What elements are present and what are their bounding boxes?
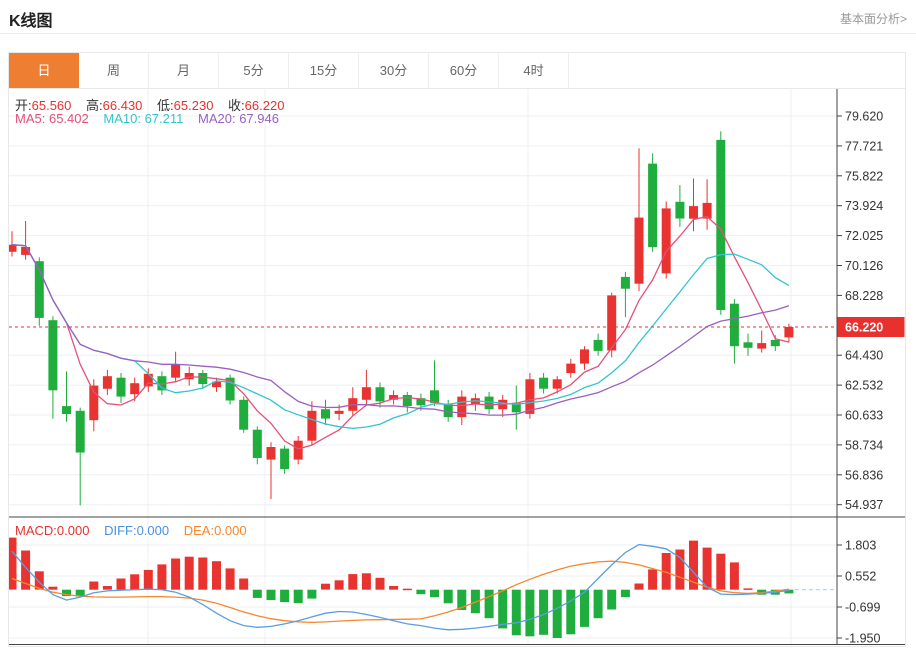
tab-15min[interactable]: 15分	[289, 53, 359, 88]
period-tabs: 日 周 月 5分 15分 30分 60分 4时	[9, 53, 905, 89]
svg-text:58.734: 58.734	[845, 438, 883, 452]
svg-text:66.220: 66.220	[845, 321, 883, 335]
svg-text:70.126: 70.126	[845, 259, 883, 273]
page-title: K线图	[9, 13, 53, 30]
fundamental-analysis-link[interactable]: 基本面分析>	[839, 12, 907, 26]
svg-text:77.721: 77.721	[845, 139, 883, 153]
svg-text:-0.699: -0.699	[845, 601, 880, 615]
tab-30min[interactable]: 30分	[359, 53, 429, 88]
tab-4hour[interactable]: 4时	[499, 53, 569, 88]
svg-text:62.532: 62.532	[845, 379, 883, 393]
svg-text:72.025: 72.025	[845, 229, 883, 243]
kline-chart[interactable]: 79.620 77.721 75.822 73.924 72.025 70.126 68.2…	[9, 89, 905, 646]
svg-text:0.552: 0.552	[845, 570, 876, 584]
chart-area: 79.620 77.721 75.822 73.924 72.025 70.126 68.2…	[9, 89, 905, 646]
svg-text:68.228: 68.228	[845, 289, 883, 303]
tab-month[interactable]: 月	[149, 53, 219, 88]
svg-text:64.430: 64.430	[845, 349, 883, 363]
svg-text:56.836: 56.836	[845, 468, 883, 482]
svg-text:73.924: 73.924	[845, 199, 883, 213]
chart-panel: 日 周 月 5分 15分 30分 60分 4时 79.620 77.721 75.8…	[8, 52, 906, 647]
tab-60min[interactable]: 60分	[429, 53, 499, 88]
tab-week[interactable]: 周	[79, 53, 149, 88]
tabs-filler	[569, 53, 905, 88]
svg-text:-1.950: -1.950	[845, 632, 880, 646]
tab-day[interactable]: 日	[9, 53, 79, 88]
page-header: K线图 基本面分析>	[0, 0, 916, 34]
svg-text:79.620: 79.620	[845, 110, 883, 124]
svg-text:54.937: 54.937	[845, 498, 883, 512]
tab-5min[interactable]: 5分	[219, 53, 289, 88]
svg-text:75.822: 75.822	[845, 169, 883, 183]
svg-text:1.803: 1.803	[845, 539, 876, 553]
svg-text:60.633: 60.633	[845, 409, 883, 423]
